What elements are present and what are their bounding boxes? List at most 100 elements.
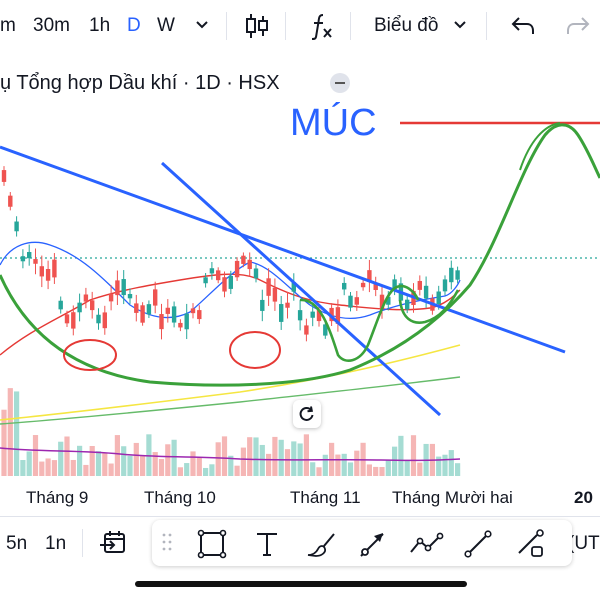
- x-axis-label: Tháng Mười hai: [392, 488, 513, 507]
- candle-body: [316, 309, 322, 322]
- toolbar-divider: [285, 12, 286, 40]
- volume-bar: [392, 446, 398, 476]
- candle-body: [140, 305, 145, 323]
- calendar-arrow-icon[interactable]: [98, 528, 128, 566]
- volume-bar: [385, 460, 391, 476]
- volume-bar: [184, 463, 190, 476]
- volume-bar: [278, 439, 284, 476]
- drawing-tools-panel: [152, 520, 572, 566]
- volume-bars: [1, 388, 461, 476]
- candle-body: [266, 278, 271, 296]
- cup-drawing: [0, 123, 600, 387]
- toolbar-divider: [350, 12, 351, 40]
- volume-bar: [234, 465, 240, 476]
- home-indicator: [135, 581, 467, 587]
- volume-bar: [14, 391, 20, 476]
- candle-body: [77, 302, 82, 313]
- candlestick-icon[interactable]: [244, 11, 270, 49]
- candle-body: [297, 310, 303, 321]
- rectangle-icon[interactable]: [196, 528, 228, 565]
- text-icon[interactable]: [251, 528, 283, 565]
- volume-bar: [398, 435, 404, 476]
- volume-bar: [354, 450, 360, 476]
- candle-body: [247, 259, 252, 270]
- candle-body: [146, 304, 152, 315]
- volume-bar: [379, 467, 385, 476]
- handle-drawing-1: [299, 284, 420, 363]
- volume-bar: [58, 441, 64, 476]
- candle-body: [159, 314, 164, 330]
- candle-body: [45, 269, 51, 281]
- candle-body: [228, 275, 233, 289]
- volume-bar: [64, 436, 70, 476]
- volume-bar: [417, 462, 423, 476]
- candle-body: [52, 259, 57, 278]
- volume-bar: [373, 466, 379, 476]
- chart-menu-button[interactable]: Biểu đồ: [374, 15, 439, 36]
- interval-m[interactable]: m: [0, 15, 16, 36]
- fx-icon[interactable]: [309, 11, 335, 49]
- volume-bar: [448, 450, 454, 476]
- undo-icon[interactable]: [510, 14, 536, 46]
- chevron-down-icon[interactable]: [452, 14, 468, 44]
- volume-bar: [366, 464, 372, 476]
- volume-bar: [335, 454, 341, 476]
- volume-bar: [1, 409, 7, 476]
- ma-green-line: [0, 376, 461, 425]
- volume-bar: [284, 449, 291, 476]
- interval-d[interactable]: D: [127, 15, 141, 36]
- circle-annotation-1: [63, 339, 117, 371]
- candle-body: [392, 279, 397, 291]
- candle-body: [222, 277, 227, 292]
- volume-bar: [316, 467, 322, 476]
- volume-bar: [347, 462, 354, 476]
- volume-bar: [253, 437, 259, 476]
- candle-body: [285, 302, 290, 308]
- candle-body: [83, 294, 89, 302]
- volume-bar: [310, 462, 316, 476]
- candle-body: [8, 195, 13, 207]
- reset-icon[interactable]: [293, 400, 321, 428]
- price-chart[interactable]: [0, 52, 600, 530]
- candle-body: [442, 279, 448, 292]
- interval-30m[interactable]: 30m: [33, 15, 70, 36]
- volume-bar: [291, 441, 297, 476]
- trendline-icon[interactable]: [462, 528, 494, 565]
- candle-body: [386, 296, 391, 305]
- volume-bar: [26, 451, 32, 476]
- volume-bar: [152, 452, 158, 476]
- candle-body: [379, 294, 385, 309]
- candle-body: [1, 170, 7, 182]
- redo-icon[interactable]: [565, 14, 591, 46]
- interval-w[interactable]: W: [157, 15, 175, 36]
- range-1n[interactable]: 1n: [45, 533, 67, 554]
- candle-body: [134, 303, 139, 313]
- drag-handle-icon[interactable]: [162, 532, 172, 557]
- interval-1h[interactable]: 1h: [89, 15, 111, 36]
- volume-bar: [108, 463, 114, 476]
- candle-body: [417, 280, 422, 290]
- volume-bar: [455, 463, 461, 476]
- volume-bar: [32, 435, 39, 476]
- ray-icon[interactable]: [356, 528, 388, 565]
- timezone-label[interactable]: (UT: [568, 533, 600, 554]
- volume-bar: [121, 446, 127, 476]
- brush-icon[interactable]: [304, 528, 338, 565]
- measure-icon[interactable]: [514, 528, 548, 565]
- toolbar-divider: [82, 529, 83, 557]
- chart-area[interactable]: [0, 52, 600, 530]
- path-icon[interactable]: [408, 528, 444, 565]
- volume-bar: [39, 461, 45, 476]
- candle-body: [323, 324, 328, 336]
- collapse-legend-button[interactable]: [330, 73, 350, 93]
- range-5n[interactable]: 5n: [6, 533, 28, 554]
- circle-annotation-2: [229, 331, 281, 369]
- volume-bar: [177, 467, 183, 476]
- chevron-down-icon[interactable]: [194, 14, 210, 44]
- candle-body: [178, 322, 183, 328]
- ma-yellow-line: [0, 344, 461, 421]
- candle-body: [291, 282, 296, 292]
- candle-body: [102, 312, 107, 329]
- candle-body: [234, 260, 240, 278]
- volume-bar: [410, 435, 417, 476]
